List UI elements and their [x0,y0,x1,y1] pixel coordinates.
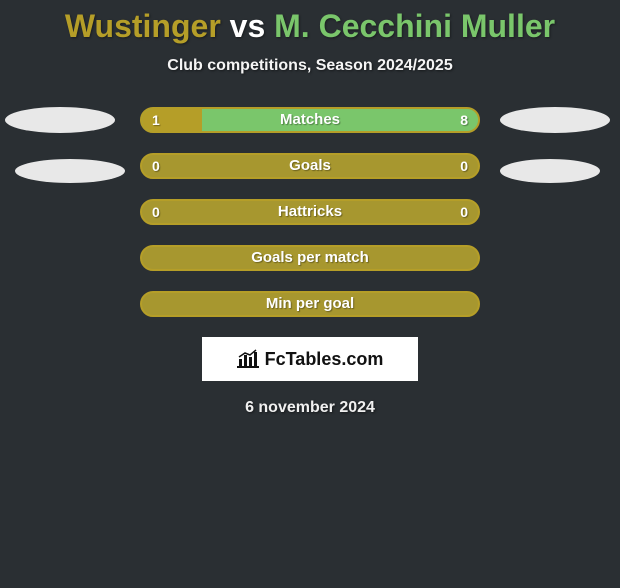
stat-value-a: 1 [152,109,160,131]
player-a-name: Wustinger [65,8,221,44]
stat-row: Goals per match [140,245,480,271]
stat-value-a: 0 [152,155,160,177]
stat-label: Goals per match [142,247,478,269]
stat-row: Matches1 8 [140,107,480,133]
stat-row: Hattricks0 0 [140,199,480,225]
stat-label: Min per goal [142,293,478,315]
stat-value-b: 0 [460,201,468,223]
brand-chart-icon [237,349,259,369]
stat-row: Goals0 0 [140,153,480,179]
stat-value-b: 0 [460,155,468,177]
page-title: Wustinger vs M. Cecchini Muller [0,8,620,45]
stat-value-a: 0 [152,201,160,223]
comparison-chart: Matches18Goals00Hattricks00Goals per mat… [0,107,620,317]
stat-row: Min per goal [140,291,480,317]
player-oval [15,159,125,183]
player-oval [500,107,610,133]
stat-label: Goals [142,155,478,177]
player-b-name: M. Cecchini Muller [274,8,555,44]
player-oval [500,159,600,183]
stat-value-b: 8 [460,109,468,131]
vs-text: vs [221,8,274,44]
player-oval [5,107,115,133]
brand-box: FcTables.com [202,337,418,381]
stat-label: Matches [142,109,478,131]
stat-label: Hattricks [142,201,478,223]
brand-text: FcTables.com [265,349,384,370]
subtitle: Club competitions, Season 2024/2025 [0,57,620,75]
date-text: 6 november 2024 [0,399,620,417]
